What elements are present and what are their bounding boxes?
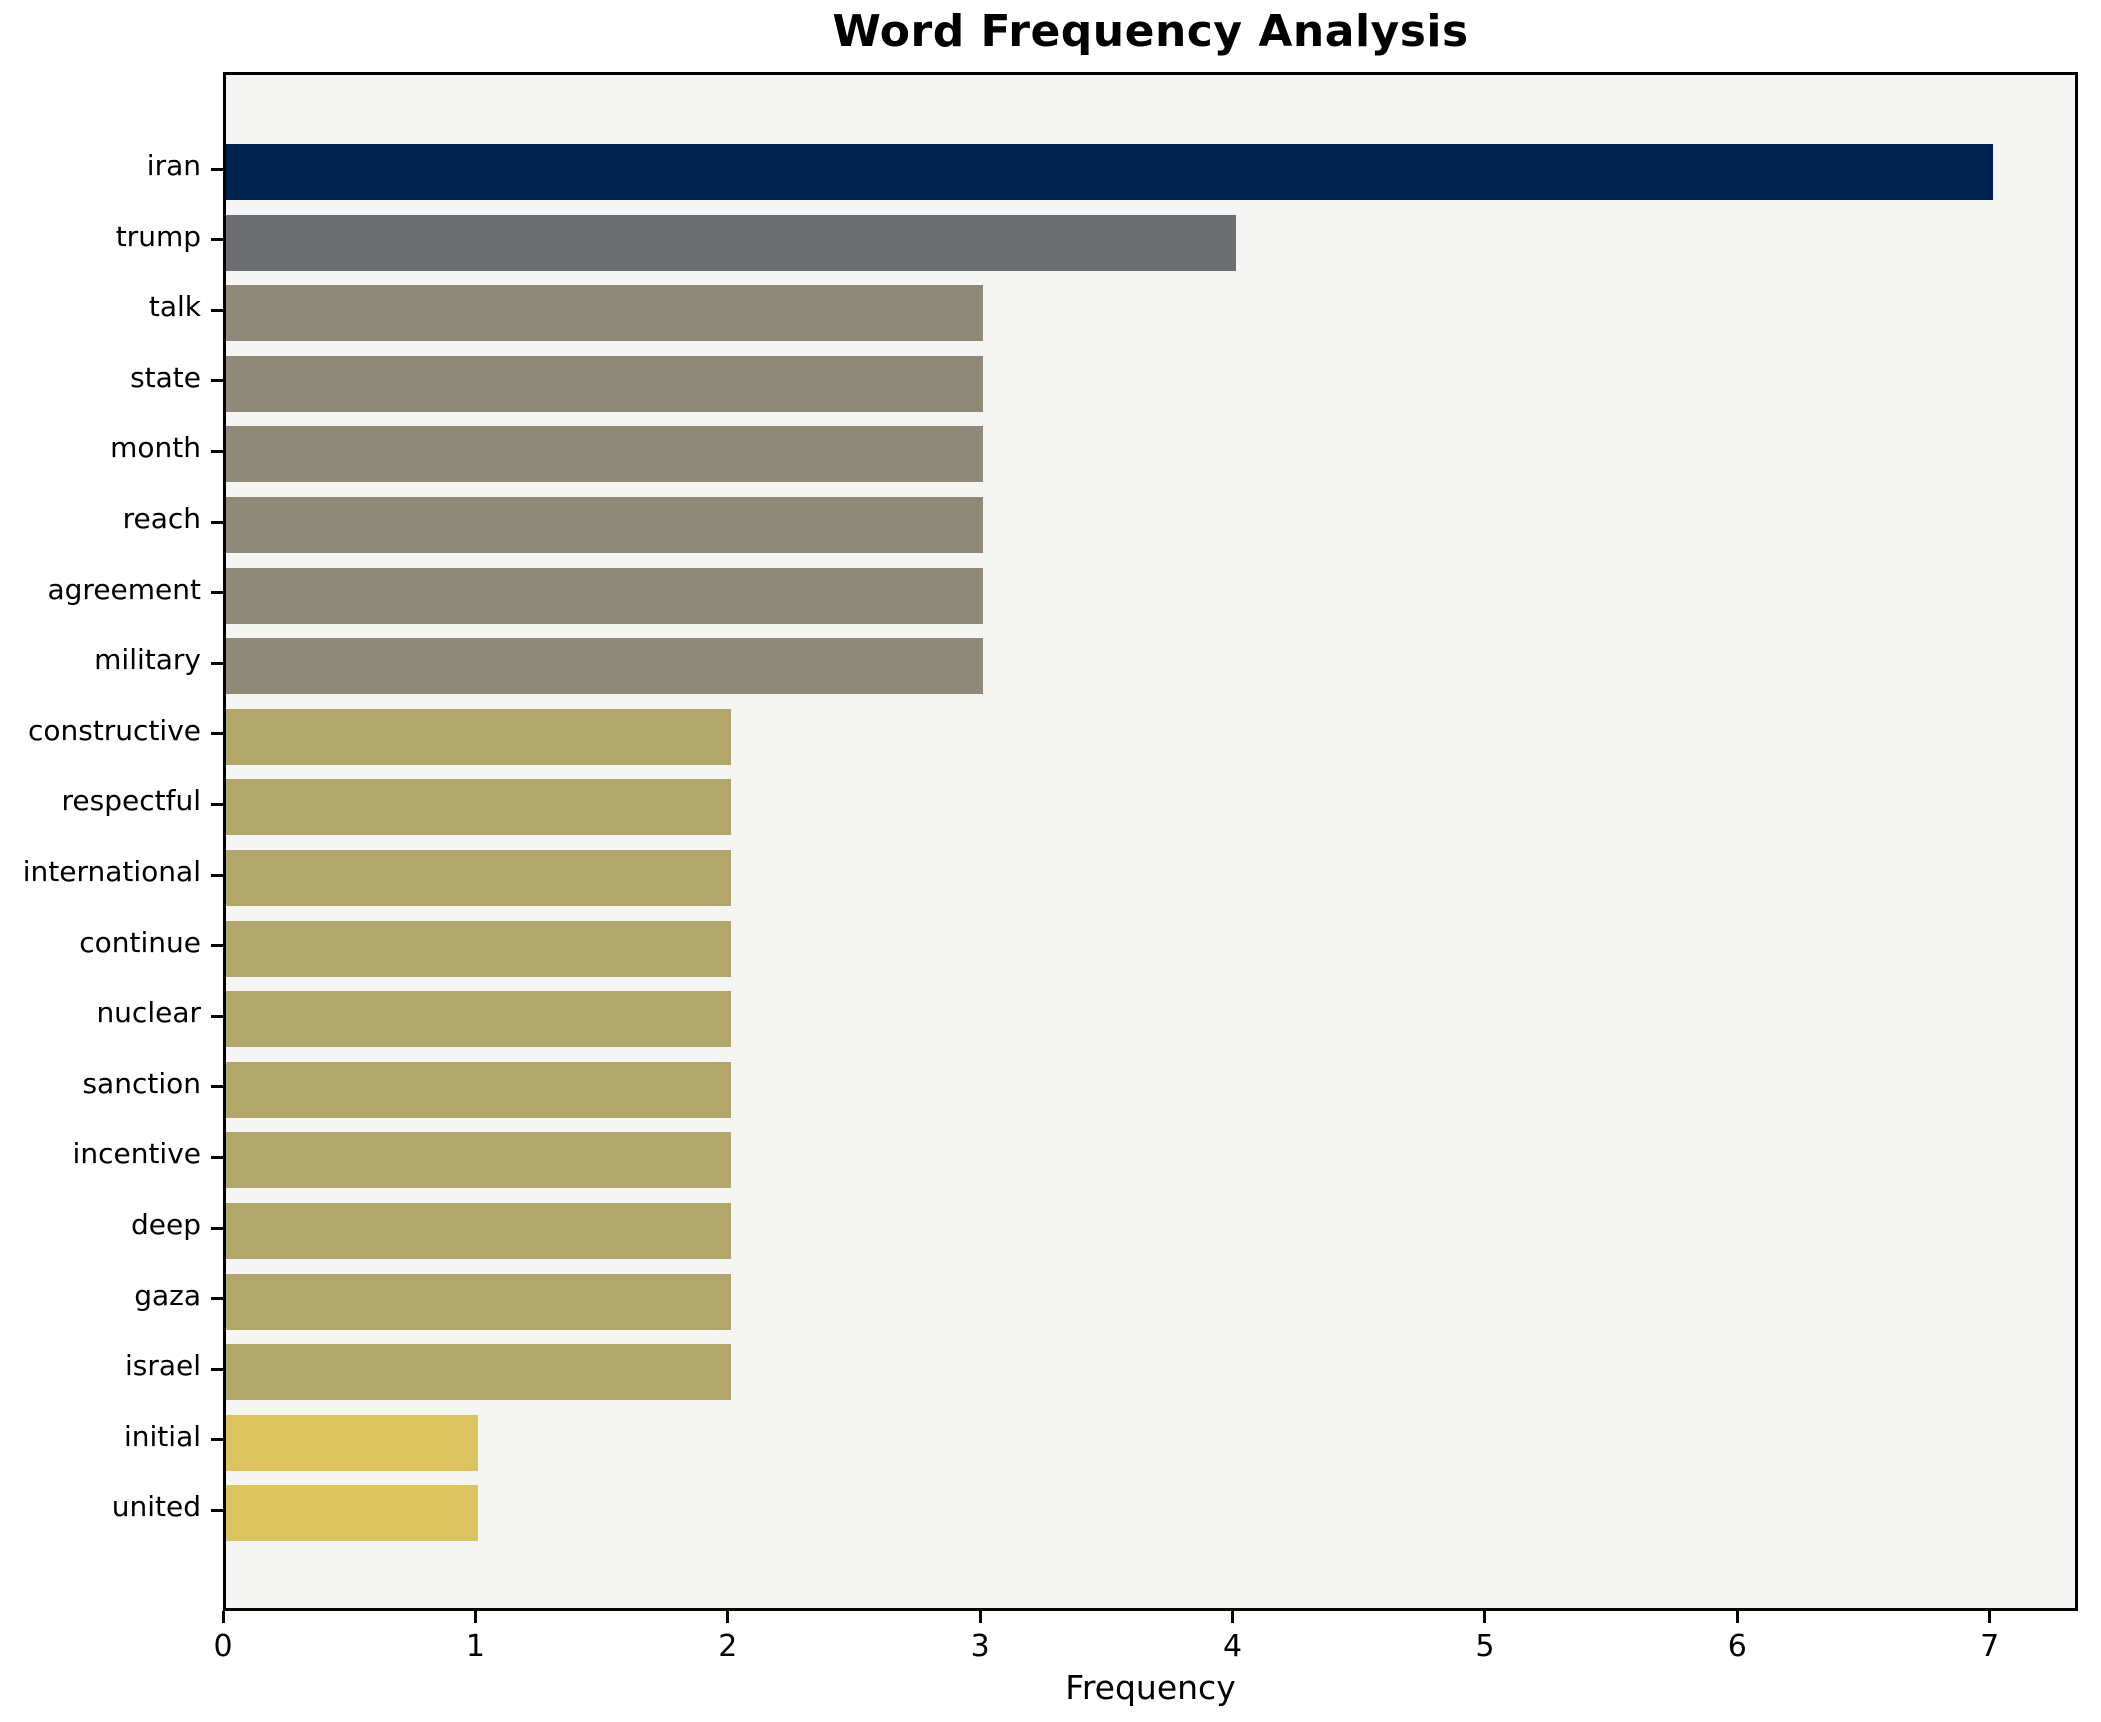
bar-nuclear: [226, 991, 731, 1048]
y-tick-mark: [211, 238, 223, 242]
y-tick-label-continue: continue: [79, 925, 201, 959]
bar-state: [226, 355, 984, 412]
y-tick-mark: [211, 1155, 223, 1159]
y-tick-label-international: international: [22, 855, 201, 888]
y-tick-mark: [211, 308, 223, 312]
y-tick-mark: [211, 1226, 223, 1230]
bar-initial: [226, 1414, 479, 1471]
x-tick-mark: [1483, 1611, 1487, 1623]
bar-month: [226, 426, 984, 483]
y-tick-mark: [211, 802, 223, 806]
y-tick-label-united: united: [111, 1490, 201, 1524]
x-tick-mark: [726, 1611, 730, 1623]
y-tick-label-month: month: [110, 431, 201, 465]
x-tick-label-2: 2: [718, 1629, 738, 1664]
y-tick-label-agreement: agreement: [47, 572, 201, 606]
y-tick-label-talk: talk: [148, 290, 201, 324]
y-tick-label-incentive: incentive: [72, 1137, 201, 1171]
y-tick-label-nuclear: nuclear: [96, 996, 201, 1030]
bar-iran: [226, 144, 1993, 200]
bar-continue: [226, 920, 731, 977]
x-tick-label-0: 0: [213, 1629, 233, 1664]
y-tick-mark: [211, 873, 223, 877]
bar-agreement: [226, 567, 984, 624]
bar-military: [226, 638, 984, 695]
y-tick-mark: [211, 1014, 223, 1018]
y-tick-label-constructive: constructive: [27, 713, 201, 747]
y-tick-mark: [211, 449, 223, 453]
bar-respectful: [226, 779, 731, 836]
bar-gaza: [226, 1273, 731, 1330]
x-tick-label-1: 1: [465, 1629, 485, 1664]
bar-international: [226, 850, 731, 906]
y-tick-label-iran: iran: [146, 149, 201, 182]
bar-reach: [226, 497, 984, 553]
chart-title: Word Frequency Analysis: [832, 6, 1469, 57]
y-tick-mark: [211, 661, 223, 665]
y-tick-mark: [211, 520, 223, 524]
x-tick-label-4: 4: [1222, 1629, 1243, 1664]
x-tick-label-7: 7: [1980, 1629, 2000, 1664]
y-tick-mark: [211, 1297, 223, 1301]
x-tick-mark: [221, 1611, 225, 1623]
bar-united: [226, 1485, 479, 1542]
y-tick-label-reach: reach: [122, 502, 201, 535]
y-tick-mark: [211, 1085, 223, 1089]
x-axis-label: Frequency: [1065, 1668, 1236, 1707]
y-tick-mark: [211, 732, 223, 736]
bar-sanction: [226, 1061, 731, 1118]
y-tick-label-state: state: [130, 360, 201, 394]
y-tick-mark: [211, 1367, 223, 1371]
y-tick-mark: [211, 1508, 223, 1512]
bar-israel: [226, 1344, 731, 1401]
y-tick-label-initial: initial: [124, 1419, 201, 1453]
y-tick-label-gaza: gaza: [134, 1278, 201, 1312]
y-tick-label-trump: trump: [115, 219, 201, 253]
y-tick-mark: [211, 379, 223, 383]
y-tick-mark: [211, 944, 223, 948]
x-tick-mark: [1988, 1611, 1992, 1623]
y-tick-label-sanction: sanction: [82, 1066, 201, 1100]
bar-talk: [226, 285, 984, 342]
plot-area: [223, 72, 2078, 1611]
y-tick-label-respectful: respectful: [61, 784, 201, 818]
x-tick-mark: [473, 1611, 477, 1623]
y-tick-mark: [211, 591, 223, 595]
bar-deep: [226, 1203, 731, 1259]
x-tick-label-6: 6: [1727, 1629, 1747, 1664]
y-tick-mark: [211, 1438, 223, 1442]
x-tick-label-3: 3: [970, 1629, 990, 1664]
x-tick-label-5: 5: [1475, 1629, 1495, 1664]
y-tick-mark: [211, 167, 223, 171]
bar-trump: [226, 214, 1236, 271]
bar-incentive: [226, 1132, 731, 1189]
y-tick-label-military: military: [94, 643, 201, 677]
x-tick-mark: [978, 1611, 982, 1623]
y-tick-label-deep: deep: [131, 1208, 201, 1241]
y-tick-label-israel: israel: [124, 1349, 201, 1383]
x-tick-mark: [1231, 1611, 1235, 1623]
x-tick-mark: [1735, 1611, 1739, 1623]
bar-constructive: [226, 708, 731, 765]
